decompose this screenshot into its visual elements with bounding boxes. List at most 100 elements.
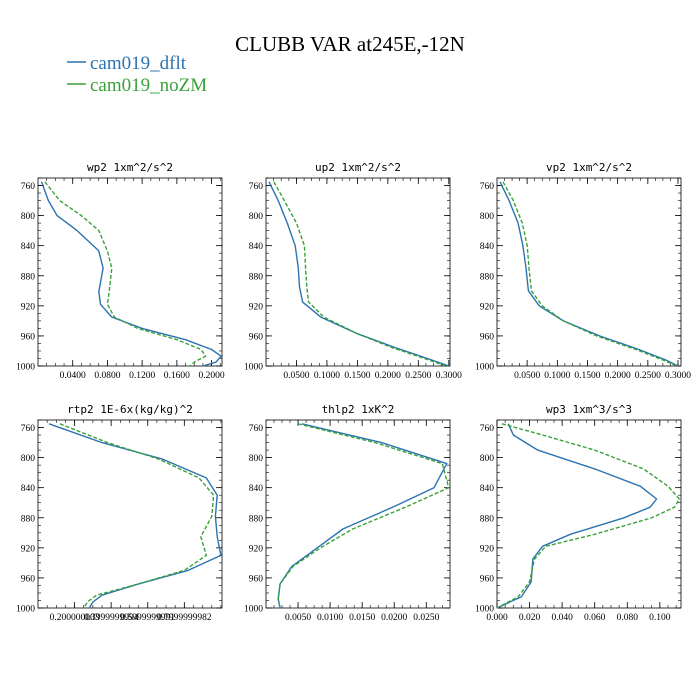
panel-5: thlp2 1xK^2 760 800 840 880 920 960 1000 0.0050 0… xyxy=(244,403,451,623)
y-tick-label: 920 xyxy=(249,544,264,554)
plot-frame xyxy=(265,419,451,609)
x-tick-label: 0.2500 xyxy=(635,371,661,381)
plot-frame xyxy=(496,177,682,367)
panel-2: up2 1xm^2/s^2 760 800 840 880 920 960 1000 0.050… xyxy=(244,161,462,381)
x-tick-label: 0.0150 xyxy=(349,613,375,623)
y-tick-label: 840 xyxy=(480,484,495,494)
series-line-cam019_noZM xyxy=(59,423,215,609)
y-tick-label: 840 xyxy=(21,242,36,252)
y-tick-label: 960 xyxy=(480,332,495,342)
plot-frame xyxy=(265,177,451,367)
panel-title: thlp2 1xK^2 xyxy=(322,403,395,416)
y-tick-label: 760 xyxy=(21,424,36,434)
panel-3: vp2 1xm^2/s^2 760 800 840 880 920 960 1000 0.050… xyxy=(475,161,691,381)
x-tick-label: 0.0050 xyxy=(285,613,311,623)
y-tick-label: 960 xyxy=(21,574,36,584)
panel-title: rtp2 1E-6x(kg/kg)^2 xyxy=(67,403,193,416)
y-tick-label: 960 xyxy=(480,574,495,584)
panel-6: wp3 1xm^3/s^3 760 800 840 880 920 960 10000.000… xyxy=(475,403,682,623)
x-tick-label: 0.5999999991 xyxy=(120,613,175,623)
x-tick-label: 0.000 xyxy=(486,613,508,623)
y-tick-label: 880 xyxy=(480,272,495,282)
x-tick-label: 0.2000 xyxy=(605,371,631,381)
y-tick-label: 920 xyxy=(480,544,495,554)
x-tick-label: 0.0250 xyxy=(413,613,439,623)
legend-label-nozm: cam019_noZM xyxy=(90,75,207,96)
y-tick-label: 920 xyxy=(480,302,495,312)
series-line-cam019_noZM xyxy=(273,181,446,367)
y-tick-label: 1000 xyxy=(16,363,35,373)
y-tick-label: 840 xyxy=(21,484,36,494)
panel-4: rtp2 1E-6x(kg/kg)^2 760 800 840 880 920 960 100… xyxy=(16,403,223,623)
series-line-cam019_dflt xyxy=(499,181,679,367)
y-tick-label: 840 xyxy=(249,242,264,252)
y-tick-label: 840 xyxy=(480,242,495,252)
series-line-cam019_dflt xyxy=(48,423,222,609)
x-tick-label: 0.7999999982 xyxy=(157,613,212,623)
x-tick-label: 0.0500 xyxy=(283,371,309,381)
x-tick-label: 0.0800 xyxy=(94,371,120,381)
y-tick-label: 880 xyxy=(249,514,264,524)
x-tick-label: 0.0100 xyxy=(317,613,343,623)
plot-frame xyxy=(37,177,223,367)
y-tick-label: 880 xyxy=(21,514,36,524)
y-tick-label: 800 xyxy=(480,454,495,464)
y-tick-label: 960 xyxy=(249,332,264,342)
y-tick-label: 760 xyxy=(480,182,495,192)
series-line-cam019_noZM xyxy=(502,181,678,367)
series-line-cam019_noZM xyxy=(44,181,207,367)
y-tick-label: 880 xyxy=(21,272,36,282)
x-tick-label: 0.080 xyxy=(617,613,639,623)
y-tick-label: 760 xyxy=(249,424,264,434)
panel-title: wp3 1xm^3/s^3 xyxy=(546,403,632,416)
legend-label-dflt: cam019_dflt xyxy=(90,53,187,74)
series-line-cam019_dflt xyxy=(277,423,448,609)
x-tick-label: 0.3000 xyxy=(436,371,462,381)
y-tick-label: 760 xyxy=(21,182,36,192)
x-tick-label: 0.100 xyxy=(649,613,671,623)
series-line-cam019_dflt xyxy=(40,181,222,367)
panel-title: up2 1xm^2/s^2 xyxy=(315,161,401,174)
y-tick-label: 760 xyxy=(480,424,495,434)
y-tick-label: 960 xyxy=(249,574,264,584)
x-tick-label: 0.0200 xyxy=(381,613,407,623)
series-line-cam019_dflt xyxy=(496,423,658,609)
y-tick-label: 1000 xyxy=(16,605,35,615)
x-tick-label: 0.040 xyxy=(551,613,573,623)
x-tick-label: 0.020 xyxy=(519,613,541,623)
x-tick-label: 0.1200 xyxy=(129,371,155,381)
y-tick-label: 800 xyxy=(249,212,264,222)
series-line-cam019_noZM xyxy=(496,423,681,609)
x-tick-label: 0.1000 xyxy=(314,371,340,381)
y-tick-label: 800 xyxy=(249,454,264,464)
x-tick-label: 0.3999999994 xyxy=(84,613,139,623)
y-tick-label: 880 xyxy=(249,272,264,282)
figure-title: CLUBB VAR at245E,-12N xyxy=(235,32,465,56)
x-tick-label: 0.2500 xyxy=(405,371,431,381)
panel-title: vp2 1xm^2/s^2 xyxy=(546,161,632,174)
series-line-cam019_dflt xyxy=(268,181,450,367)
y-tick-label: 800 xyxy=(21,212,36,222)
y-tick-label: 800 xyxy=(21,454,36,464)
panel-title: wp2 1xm^2/s^2 xyxy=(87,161,173,174)
x-tick-label: 0.1600 xyxy=(164,371,190,381)
y-tick-label: 920 xyxy=(21,544,36,554)
x-tick-label: 0.200000003 xyxy=(50,613,100,623)
y-tick-label: 760 xyxy=(249,182,264,192)
y-tick-label: 960 xyxy=(21,332,36,342)
x-tick-label: 0.1500 xyxy=(344,371,370,381)
panels: wp2 1xm^2/s^2 760 800 840 880 920 960 1000 0.040… xyxy=(16,161,691,623)
y-tick-label: 1000 xyxy=(244,605,263,615)
x-tick-label: 0.1500 xyxy=(574,371,600,381)
y-tick-label: 1000 xyxy=(475,363,494,373)
x-tick-label: 0.060 xyxy=(584,613,606,623)
y-tick-label: 920 xyxy=(21,302,36,312)
plot-frame xyxy=(496,419,682,609)
plot-frame xyxy=(37,419,223,609)
legend: cam019_dflt cam019_noZM xyxy=(67,53,207,96)
y-tick-label: 920 xyxy=(249,302,264,312)
y-tick-label: 800 xyxy=(480,212,495,222)
x-tick-label: 0.0400 xyxy=(60,371,86,381)
y-tick-label: 880 xyxy=(480,514,495,524)
